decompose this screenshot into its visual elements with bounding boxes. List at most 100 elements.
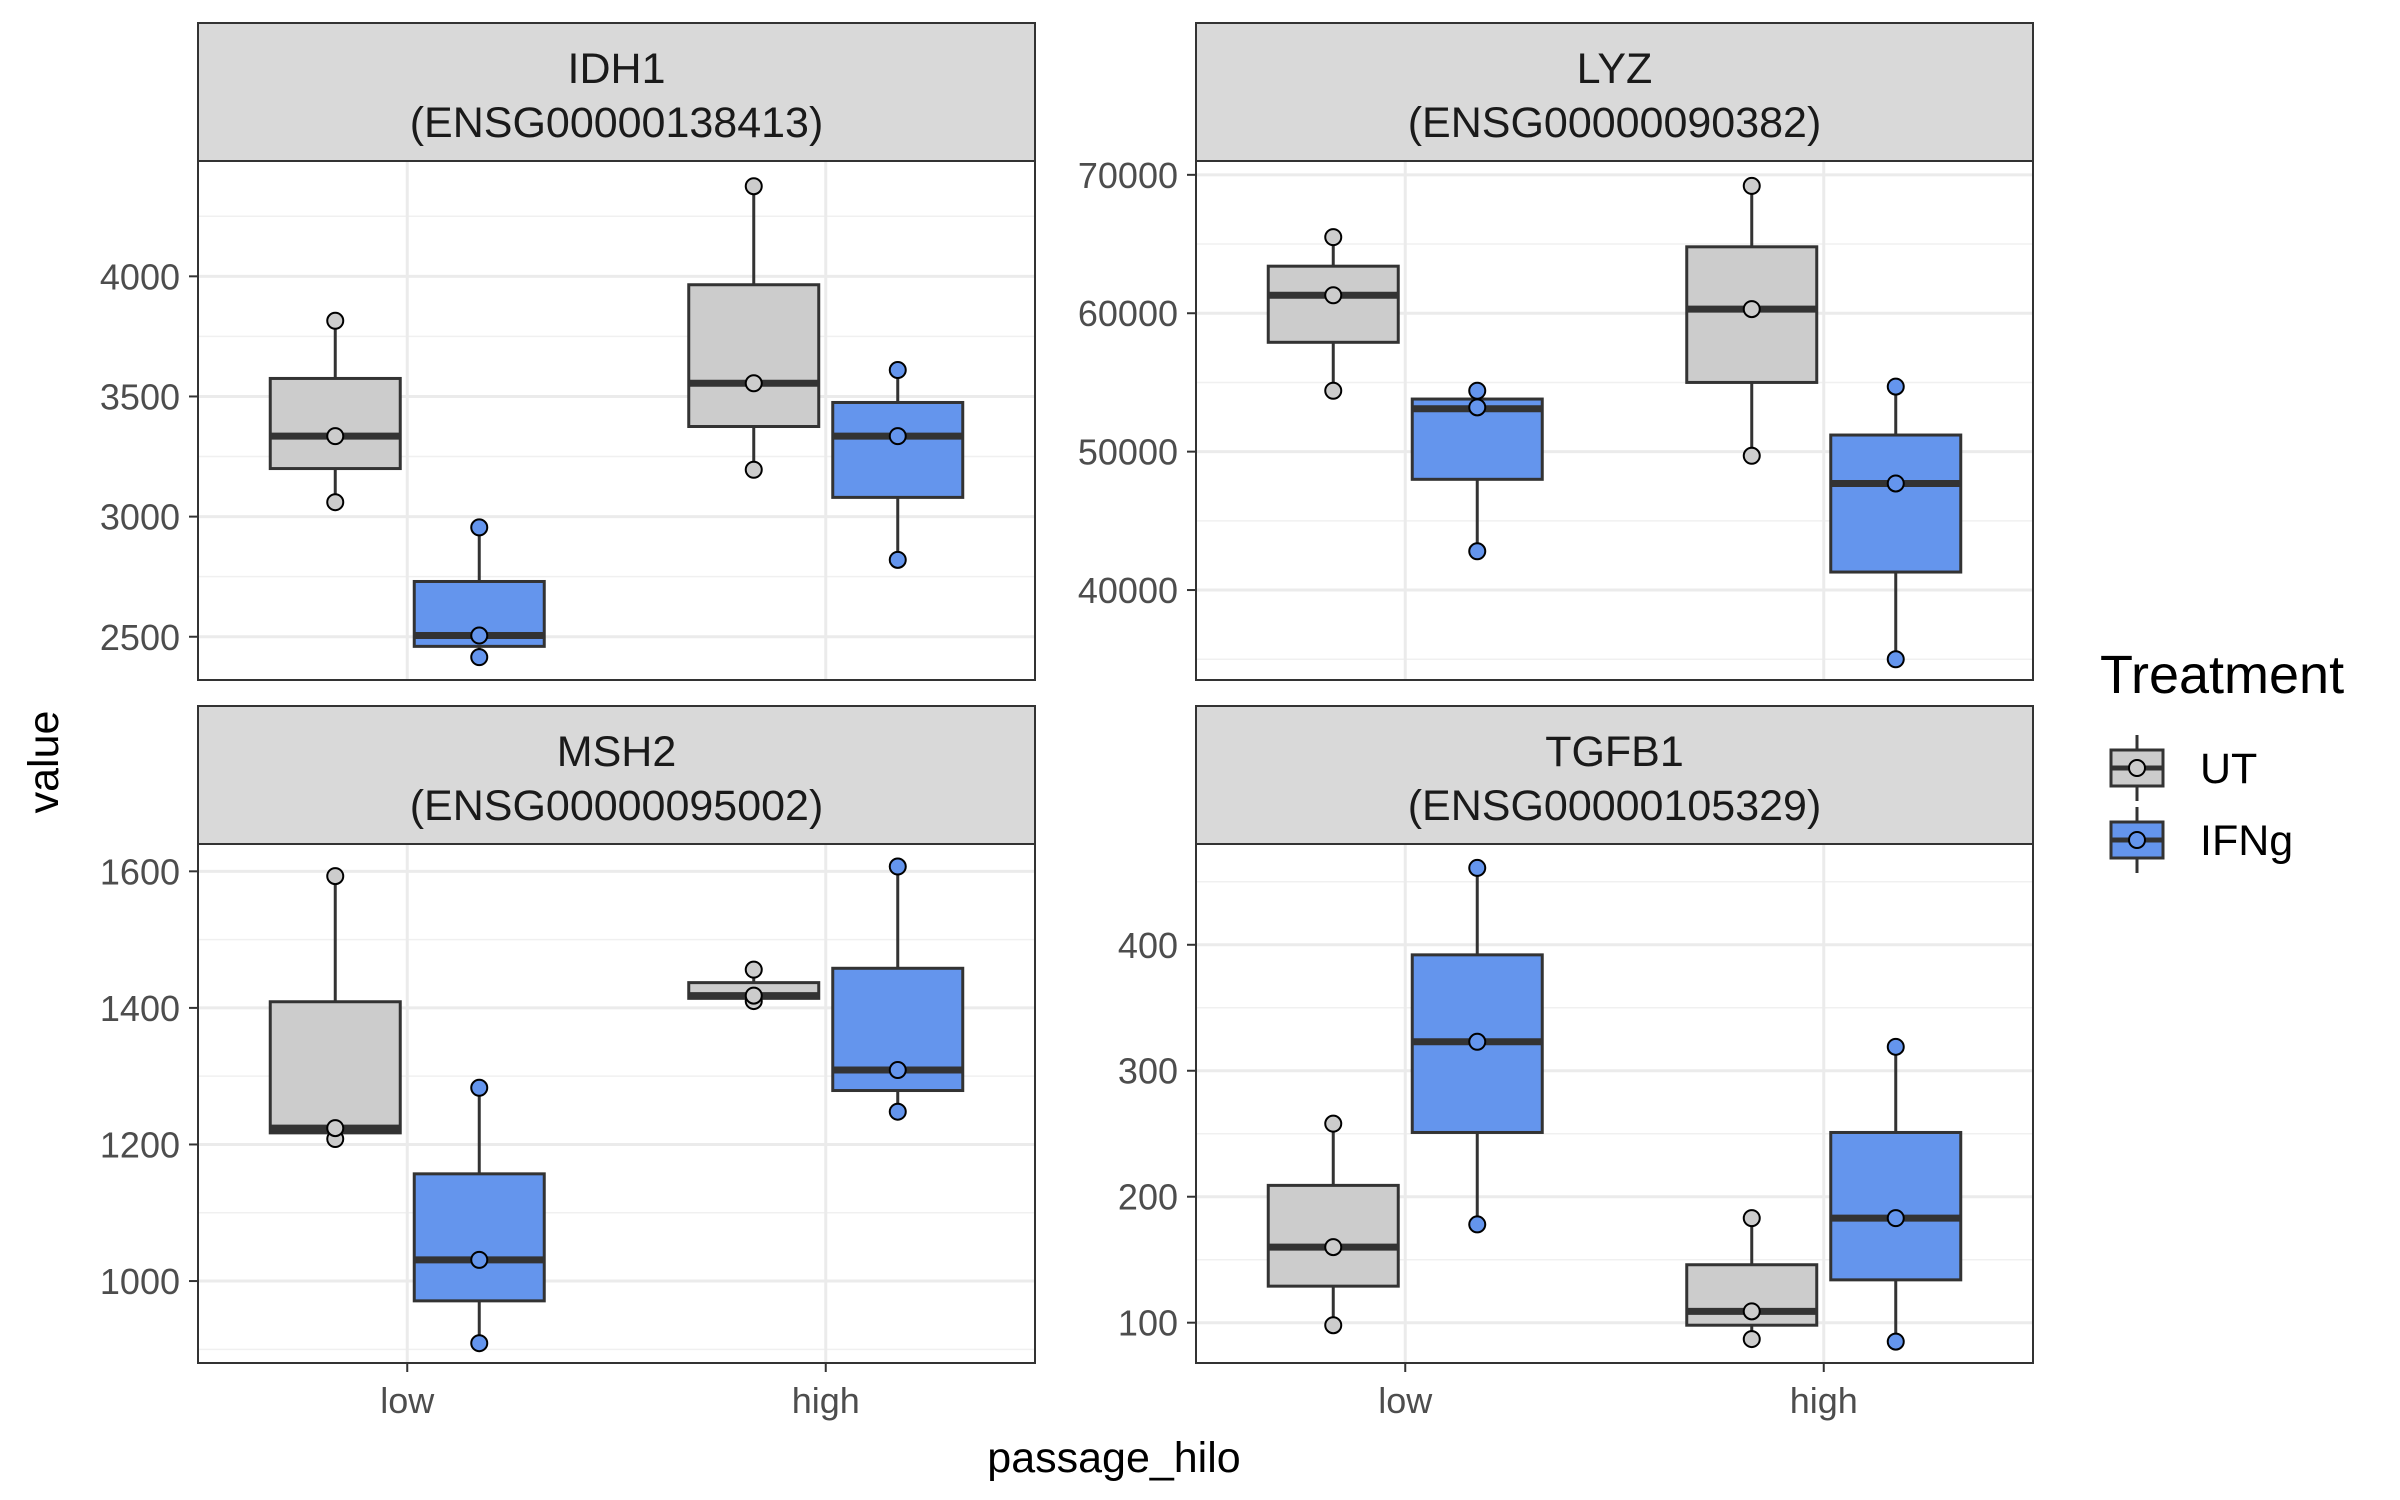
x-tick-label: low (380, 1380, 435, 1421)
y-tick-label: 3500 (100, 376, 180, 417)
plot-area (1196, 161, 2033, 680)
legend-label: IFNg (2200, 817, 2293, 865)
facet-panel: IDH1 (ENSG00000138413) 2500 3000 3500 4000 (100, 22, 1036, 681)
data-point (744, 460, 763, 479)
y-tick-label: 3000 (100, 497, 180, 538)
box-group (1410, 858, 1544, 1234)
y-tick-label: 40000 (1078, 570, 1178, 611)
data-point (1468, 1032, 1487, 1051)
facet-strip (1195, 22, 2034, 162)
data-point (1742, 1302, 1761, 1321)
y-tick-label: 1400 (100, 988, 180, 1029)
y-tick-label: 2500 (100, 617, 180, 658)
data-point (1468, 398, 1487, 417)
data-point (470, 1334, 489, 1353)
box-group (412, 518, 546, 667)
data-point (326, 867, 345, 886)
data-point (1468, 381, 1487, 400)
x-tick-label: low (1378, 1380, 1433, 1421)
y-tick-label: 4000 (100, 256, 180, 297)
facet-title: TGFB1 (ENSG00000105329) (1408, 728, 1822, 830)
data-point (1886, 650, 1905, 669)
data-point (470, 626, 489, 645)
facet-strip (197, 22, 1036, 162)
y-tick-label: 60000 (1078, 293, 1178, 334)
legend-key (2109, 735, 2165, 801)
box-group (1266, 1114, 1400, 1335)
legend-point (2128, 759, 2146, 777)
y-tick-label: 1000 (100, 1261, 180, 1302)
data-point (326, 493, 345, 512)
data-point (888, 1061, 907, 1080)
data-point (1468, 1215, 1487, 1234)
box (268, 1000, 402, 1135)
data-point (1886, 1332, 1905, 1351)
legend: Treatment UT IFNg (2100, 645, 2344, 873)
data-point (470, 1078, 489, 1097)
box-group (687, 177, 821, 479)
data-point (744, 374, 763, 393)
y-tick-label: 1200 (100, 1124, 180, 1165)
box-group (412, 1078, 546, 1353)
data-point (1324, 228, 1343, 247)
box (412, 1172, 546, 1303)
x-axis-title: passage_hilo (987, 1434, 1240, 1482)
box-group (831, 857, 965, 1121)
legend-key (2109, 807, 2165, 873)
box (268, 376, 402, 471)
panel-border (1195, 843, 2034, 1364)
y-tick-label: 1600 (100, 851, 180, 892)
data-point (744, 960, 763, 979)
facet-panel: LYZ (ENSG00000090382) 40000 50000 60000 70000 (1078, 22, 2034, 681)
panel-border (1195, 160, 2034, 681)
data-point (1324, 286, 1343, 305)
data-point (1742, 1330, 1761, 1349)
data-point (470, 648, 489, 667)
box (1829, 433, 1963, 574)
box-group (831, 361, 965, 569)
data-point (888, 361, 907, 380)
box-group (268, 311, 402, 512)
data-point (1324, 381, 1343, 400)
data-point (470, 1250, 489, 1269)
data-point (1742, 1209, 1761, 1228)
data-point (1886, 1037, 1905, 1056)
box-group (1829, 377, 1963, 669)
data-point (888, 550, 907, 569)
data-point (1468, 858, 1487, 877)
facet-panels: IDH1 (ENSG00000138413) 2500 3000 3500 4000 LYZ… (100, 22, 2034, 1421)
data-point (1468, 542, 1487, 561)
facet-title: LYZ (ENSG00000090382) (1408, 45, 1822, 147)
facet-strip (1195, 705, 2034, 845)
x-tick-label: high (1790, 1380, 1858, 1421)
box-group (1829, 1037, 1963, 1351)
facet-title: MSH2 (ENSG00000095002) (410, 728, 824, 830)
facet-panel: MSH2 (ENSG00000095002) 1000 1200 1400 1600 low… (100, 705, 1036, 1421)
y-tick-label: 400 (1118, 925, 1178, 966)
data-point (1742, 176, 1761, 195)
y-tick-label: 70000 (1078, 155, 1178, 196)
data-point (1324, 1316, 1343, 1335)
box-group (1266, 228, 1400, 400)
y-tick-label: 50000 (1078, 432, 1178, 473)
y-tick-label: 300 (1118, 1051, 1178, 1092)
data-point (888, 1102, 907, 1121)
y-axis-title: value (20, 711, 68, 814)
panel-border (197, 843, 1036, 1364)
y-tick-label: 100 (1118, 1303, 1178, 1344)
data-point (1886, 1209, 1905, 1228)
box-group (268, 867, 402, 1149)
panel-border (197, 160, 1036, 681)
x-tick-label: high (792, 1380, 860, 1421)
box (1266, 1183, 1400, 1288)
box (687, 283, 821, 429)
legend-title: Treatment (2100, 645, 2344, 705)
data-point (1886, 377, 1905, 396)
data-point (1886, 474, 1905, 493)
box-group (687, 960, 821, 1011)
data-point (744, 177, 763, 196)
data-point (326, 1119, 345, 1138)
data-point (326, 427, 345, 446)
data-point (744, 986, 763, 1005)
